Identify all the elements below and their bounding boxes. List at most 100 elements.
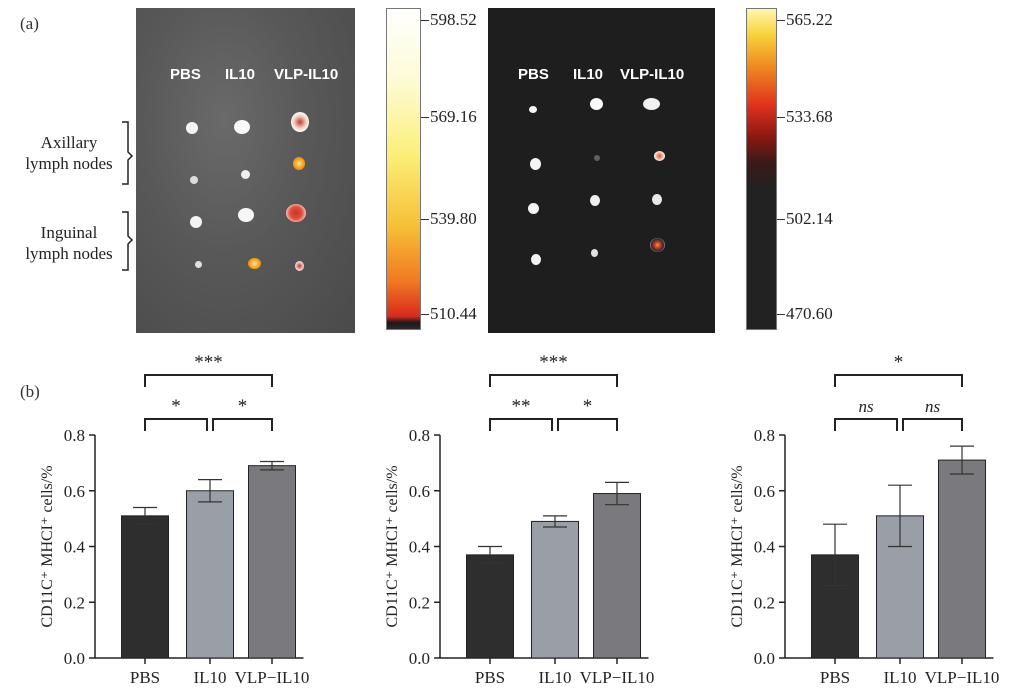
bar-1-1 [186, 490, 234, 659]
bar-1-2 [248, 465, 296, 659]
right-spot-vlp-4 [650, 238, 665, 252]
x-tick-label-1-2: VLP−IL10 [235, 668, 310, 687]
left-spot-il10-4 [248, 258, 261, 269]
x-tick-label-3-1: IL10 [883, 668, 916, 687]
x-tick-label-3-0: PBS [820, 668, 850, 687]
inguinal-label-line2: lymph nodes [25, 244, 113, 263]
right-spot-il10-4 [591, 249, 598, 257]
left-colorbar-tick-2 [421, 117, 429, 118]
bar-3-2 [938, 459, 986, 659]
left-spot-il10-1 [234, 120, 250, 134]
y-tick-label-3-2: 0.4 [754, 538, 776, 557]
right-colorbar [746, 8, 777, 330]
left-colorbar-label-4: 510.44 [430, 304, 477, 323]
right-spot-vlp-2 [654, 151, 665, 161]
right-spot-il10-2 [594, 155, 600, 161]
x-tick-label-1-1: IL10 [193, 668, 226, 687]
y-tick-label-3-4: 0.8 [754, 426, 775, 445]
y-tick-label-1-0: 0.0 [64, 649, 85, 668]
right-colorbar-tick-2 [777, 117, 785, 118]
bar-chart-1: 0.0 0.2 0.4 0.6 0.8 CD11C⁺ MHCI⁺ cells/% PBS IL… [39, 352, 310, 687]
right-spot-pbs-3 [528, 203, 539, 214]
right-colorbar-tick-1 [777, 20, 785, 21]
axillary-label: Axillary lymph nodes [14, 132, 124, 174]
panel-a-label: (a) [20, 14, 39, 33]
y-tick-label-2-2: 0.4 [409, 538, 431, 557]
x-tick-label-3-2: VLP−IL10 [925, 668, 1000, 687]
left-fluorescence-image: PBS IL10 VLP-IL10 [136, 8, 355, 333]
left-spot-vlp-3 [286, 204, 306, 222]
sig-bracket-2-1 [557, 418, 618, 431]
sig-label-3-1: ns [925, 397, 941, 416]
panel-b-label: (b) [20, 382, 40, 401]
sig-bracket-2-0 [489, 418, 553, 431]
left-colorbar-label-2: 569.16 [430, 107, 477, 126]
sig-label-2-0: ** [512, 396, 531, 417]
y-tick-label-3-0: 0.0 [754, 649, 775, 668]
left-spot-pbs-2 [190, 176, 198, 184]
y-tick-label-2-3: 0.6 [409, 482, 430, 501]
axillary-label-line1: Axillary [40, 133, 98, 152]
left-spot-pbs-1 [186, 122, 198, 134]
left-label-vlp-il10: VLP-IL10 [274, 66, 339, 83]
sig-bracket-1-1 [212, 418, 273, 431]
y-tick-label-1-1: 0.2 [64, 593, 85, 612]
right-colorbar-tick-3 [777, 219, 785, 220]
right-colorbar-label-3: 502.14 [786, 209, 833, 228]
y-tick-label-2-4: 0.8 [409, 426, 430, 445]
right-spot-pbs-2 [530, 158, 541, 170]
sig-bracket-3-1 [902, 418, 963, 431]
y-tick-label-3-1: 0.2 [754, 593, 775, 612]
left-label-pbs: PBS [170, 66, 201, 83]
y-axis-label-2: CD11C⁺ MHCI⁺ cells/% [384, 465, 401, 627]
left-colorbar-tick-1 [421, 20, 429, 21]
y-tick-label-1-3: 0.6 [64, 482, 85, 501]
sig-label-2-2: *** [539, 352, 568, 373]
left-colorbar-label-1: 598.52 [430, 10, 477, 29]
right-spot-vlp-1 [643, 98, 660, 110]
right-spot-il10-3 [590, 195, 600, 206]
x-tick-label-2-0: PBS [475, 668, 505, 687]
right-colorbar-label-2: 533.68 [786, 107, 833, 126]
axillary-label-line2: lymph nodes [25, 154, 113, 173]
left-spot-vlp-4 [295, 261, 304, 271]
left-spot-vlp-2 [293, 157, 305, 170]
bar-2-1 [531, 520, 579, 659]
y-axis-label-3: CD11C⁺ MHCI⁺ cells/% [729, 465, 746, 627]
sig-label-3-2: * [894, 352, 904, 373]
left-spot-il10-2 [241, 170, 250, 179]
sig-label-1-0: * [171, 396, 181, 417]
row-braces [122, 121, 134, 271]
y-tick-label-3-3: 0.6 [754, 482, 775, 501]
right-spot-vlp-3 [652, 194, 662, 205]
x-tick-label-2-1: IL10 [538, 668, 571, 687]
left-colorbar-tick-4 [421, 314, 429, 315]
right-colorbar-tick-4 [777, 314, 785, 315]
bar-1-0 [121, 515, 169, 659]
right-label-vlp-il10: VLP-IL10 [620, 66, 685, 83]
right-spot-pbs-1 [529, 106, 537, 113]
bar-chart-3: 0.0 0.2 0.4 0.6 0.8 CD11C⁺ MHCI⁺ cells/% PBS IL… [729, 352, 1000, 687]
right-colorbar-label-1: 565.22 [786, 10, 833, 29]
sig-bracket-1-2 [144, 374, 273, 387]
sig-label-1-1: * [238, 396, 248, 417]
bar-2-0 [466, 554, 514, 659]
y-tick-label-1-4: 0.8 [64, 426, 85, 445]
left-label-il10: IL10 [225, 66, 256, 83]
y-tick-label-1-2: 0.4 [64, 538, 86, 557]
bar-2-2 [593, 493, 641, 659]
left-spot-pbs-3 [190, 216, 202, 228]
right-colorbar-label-4: 470.60 [786, 304, 833, 323]
left-spot-vlp-1 [291, 112, 309, 132]
inguinal-label: Inguinal lymph nodes [14, 222, 124, 264]
x-tick-label-2-2: VLP−IL10 [580, 668, 655, 687]
sig-bracket-2-2 [489, 374, 618, 387]
sig-label-2-1: * [583, 396, 593, 417]
inguinal-brace [122, 211, 134, 271]
right-spot-il10-1 [590, 98, 603, 110]
sig-bracket-1-0 [144, 418, 208, 431]
inguinal-label-line1: Inguinal [40, 223, 98, 242]
bar-chart-2: 0.0 0.2 0.4 0.6 0.8 CD11C⁺ MHCI⁺ cells/% PBS IL… [384, 352, 655, 687]
axillary-brace [122, 121, 134, 185]
sig-label-1-2: *** [194, 352, 223, 373]
